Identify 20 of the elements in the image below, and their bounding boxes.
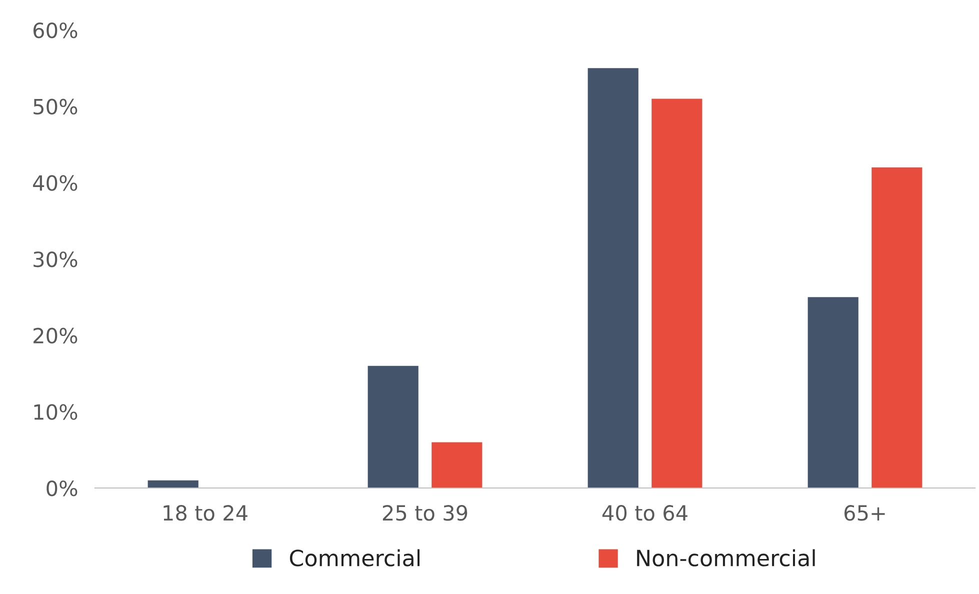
- x-tick-label: 65+: [844, 505, 885, 521]
- bar: [588, 68, 638, 488]
- bar: [808, 297, 858, 488]
- x-tick-label: 40 to 64: [602, 505, 688, 521]
- legend-label: Non-commercial: [637, 549, 815, 566]
- bar: [652, 98, 702, 488]
- bar: [872, 167, 922, 488]
- bar: [148, 480, 198, 488]
- bar: [368, 366, 418, 488]
- y-tick-label: 10%: [34, 404, 78, 420]
- y-tick-label: 40%: [33, 175, 78, 191]
- bar: [432, 442, 482, 488]
- legend-label: Commercial: [290, 549, 420, 566]
- y-tick-label: 50%: [34, 98, 78, 115]
- y-tick-label: 20%: [34, 328, 78, 344]
- y-tick-label: 60%: [33, 22, 78, 38]
- x-tick-label: 25 to 39: [382, 505, 468, 521]
- y-tick-label: 30%: [34, 251, 78, 268]
- x-tick-label: 18 to 24: [164, 505, 248, 521]
- y-tick-label: 0%: [46, 480, 78, 496]
